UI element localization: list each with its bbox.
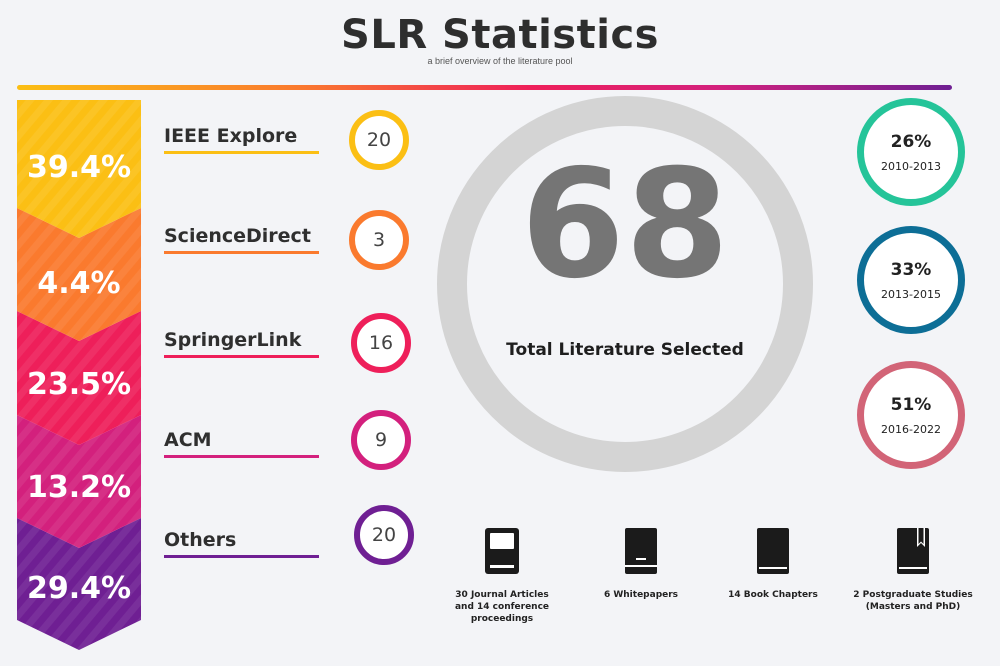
percentage-label: 13.2%	[27, 470, 131, 505]
journal-icon	[485, 528, 519, 574]
source-label: ACM	[164, 429, 319, 458]
publication-label: 2 Postgraduate Studies (Masters and PhD)	[843, 589, 983, 613]
source-count-circle: 20	[349, 110, 409, 170]
source-label: IEEE Explore	[164, 125, 319, 154]
percentage-band-texture	[17, 415, 141, 548]
publication-label-line: and 14 conference	[454, 602, 550, 613]
source-count-circle: 9	[351, 410, 411, 470]
percentage-arrow-column: 39.4% 4.4% 23.5% 13.2% 29.4%	[17, 100, 141, 650]
percentage-label: 23.5%	[27, 367, 131, 402]
year-percent: 33%	[890, 259, 932, 280]
source-count-circle: 20	[354, 505, 414, 565]
source-label: SpringerLink	[164, 329, 319, 358]
publication-label-line: 14 Book Chapters	[728, 590, 818, 600]
year-circle: 26% 2010-2013	[857, 98, 965, 206]
publication-label: 6 Whitepapers	[571, 589, 711, 601]
year-circle: 33% 2013-2015	[857, 226, 965, 334]
bookmark-book-icon	[897, 528, 929, 574]
publication-label: 14 Book Chapters	[703, 589, 843, 601]
percentage-band-texture	[17, 518, 141, 650]
total-count: 68	[520, 138, 730, 312]
publication-label-line: 30 Journal Articles	[455, 590, 549, 600]
publication-label-line: 2 Postgraduate Studies	[853, 590, 973, 600]
year-percent: 51%	[890, 394, 932, 415]
publication-label-line: (Masters and PhD)	[865, 602, 961, 613]
percentage-band-texture	[17, 208, 141, 341]
year-percent: 26%	[890, 131, 932, 152]
source-count-circle: 16	[351, 313, 411, 373]
book-icon	[757, 528, 789, 574]
year-circle: 51% 2016-2022	[857, 361, 965, 469]
publication-label-line: proceedings	[470, 614, 534, 625]
source-label: ScienceDirect	[164, 225, 319, 254]
source-label: Others	[164, 529, 319, 558]
percentage-label: 29.4%	[27, 571, 131, 606]
publication-label-line: 6 Whitepapers	[603, 590, 679, 600]
percentage-label: 39.4%	[27, 150, 131, 185]
page-subtitle: a brief overview of the literature pool	[427, 56, 573, 66]
source-count-circle: 3	[349, 210, 409, 270]
publication-label: 30 Journal Articles and 14 conference proc…	[432, 589, 572, 625]
percentage-band-texture	[17, 100, 141, 238]
year-range: 2013-2015	[881, 287, 941, 301]
percentage-label: 4.4%	[37, 266, 120, 301]
total-label: Total Literature Selected	[506, 340, 744, 360]
percentage-band-texture	[17, 311, 141, 445]
whitepaper-icon	[625, 528, 657, 574]
header-gradient-bar	[17, 85, 952, 90]
page-title: SLR Statistics	[341, 12, 659, 58]
year-range: 2010-2013	[881, 159, 941, 173]
year-range: 2016-2022	[881, 422, 941, 436]
